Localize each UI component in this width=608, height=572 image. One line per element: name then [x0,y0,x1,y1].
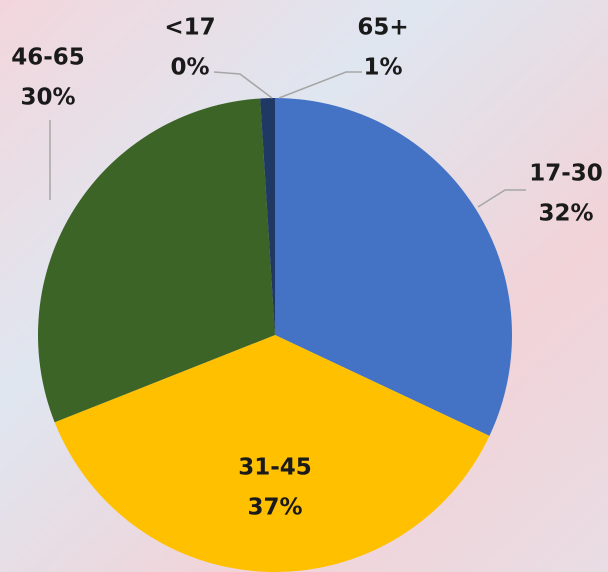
leader-line [213,71,273,99]
value-label: 0% [170,55,209,81]
category-label: 46-65 [11,45,85,71]
value-label: 32% [538,201,593,227]
value-label: 37% [247,495,302,521]
category-label: 31-45 [238,455,312,481]
pie-slice [38,98,276,423]
pie-slice [275,98,512,436]
leader-line [278,71,362,99]
category-label: <17 [164,15,215,41]
leader-lines [49,71,526,208]
value-label: 1% [363,55,402,81]
category-label: 17-30 [529,161,603,187]
value-label: 30% [20,85,75,111]
pie [38,98,512,572]
labels: 17-30 32% 31-45 37% 46-65 30% <17 0% 65+ 1% [11,15,603,521]
pie-slice [260,98,275,335]
category-label: 65+ [357,15,408,41]
pie-slice [54,335,490,572]
leader-line [477,189,526,208]
